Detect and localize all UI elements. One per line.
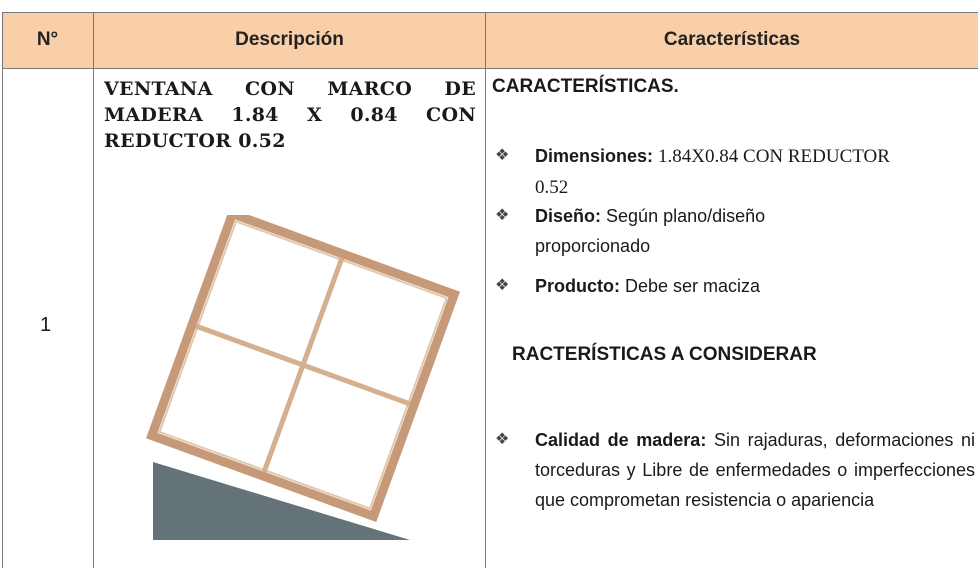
bullet-item: ❖ Producto: Debe ser maciza: [495, 271, 935, 301]
description: VENTANA CON MARCO DE MADERA 1.84 X 0.84 …: [104, 78, 476, 152]
row-number: 1: [40, 314, 52, 336]
section-heading: RACTERÍSTICAS A CONSIDERAR: [512, 344, 817, 365]
bullet-item: ❖ Diseño: Según plano/diseño proporciona…: [495, 201, 855, 261]
item-text: Según plano/diseño proporcionado: [535, 206, 766, 256]
border: [485, 12, 486, 568]
window-image: [145, 215, 461, 540]
bullet-item: ❖ Dimensiones: 1.84X0.84 CON REDUCTOR 0.…: [495, 141, 895, 203]
item-text: 1.84X0.84 CON REDUCTOR 0.52: [535, 146, 890, 198]
border: [2, 12, 3, 568]
bullet-icon: ❖: [495, 207, 510, 224]
bullet-icon: ❖: [495, 147, 510, 164]
bullet-icon: ❖: [495, 431, 510, 448]
border: [93, 12, 94, 568]
section-heading: CARACTERÍSTICAS.: [492, 76, 679, 97]
header-cell: Descripción: [94, 12, 485, 68]
header-cell: Características: [486, 12, 978, 68]
item-text: Debe ser maciza: [625, 276, 761, 296]
bullet-icon: ❖: [495, 277, 510, 294]
border: [2, 68, 978, 69]
border: [2, 12, 978, 13]
header-text: N°: [36, 29, 59, 50]
header-cell: N°: [2, 12, 93, 68]
item-label: Dimensiones:: [535, 146, 654, 166]
triangle: [153, 462, 410, 540]
header-text: Descripción: [235, 29, 344, 50]
item-text: Sin rajaduras, deformaciones ni torcedur…: [535, 430, 975, 510]
item-label: Calidad de madera:: [535, 430, 707, 450]
item-label: Diseño:: [535, 206, 602, 226]
bullet-item: ❖ Calidad de madera: Sin rajaduras, defo…: [495, 425, 975, 515]
window-frame: [145, 215, 461, 523]
item-label: Producto:: [535, 276, 620, 296]
header-text: Características: [663, 29, 801, 50]
